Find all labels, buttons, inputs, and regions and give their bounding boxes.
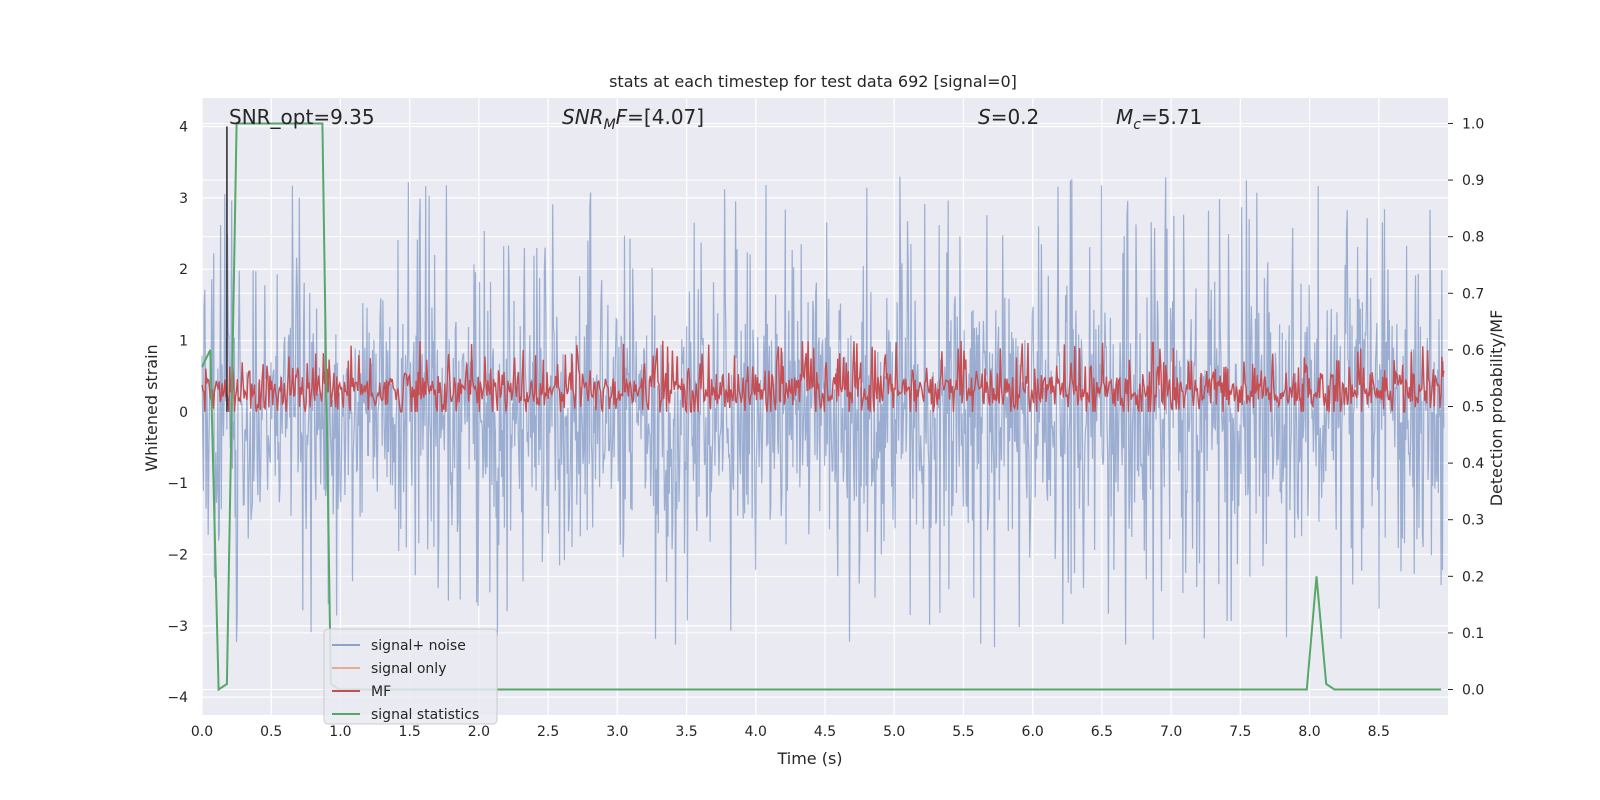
y2-axis-title: Detection probability/MF bbox=[1487, 310, 1506, 507]
x-tick-label: 3.5 bbox=[675, 724, 697, 740]
x-axis-title: Time (s) bbox=[776, 749, 842, 768]
y-tick-label: −3 bbox=[167, 619, 188, 635]
y-tick-label: −4 bbox=[167, 690, 188, 706]
y2-tick-label: 0.8 bbox=[1462, 230, 1484, 246]
series-signal-statistics bbox=[201, 122, 1442, 692]
signal-statistics-line bbox=[201, 122, 1442, 692]
x-tick-label: 2.5 bbox=[537, 724, 559, 740]
x-tick-label: 0.5 bbox=[260, 724, 282, 740]
x-tick-label: 4.5 bbox=[814, 724, 836, 740]
x-tick-label: 8.0 bbox=[1298, 724, 1320, 740]
y-tick-label: −1 bbox=[167, 476, 188, 492]
legend-label: signal only bbox=[371, 661, 446, 677]
legend-box bbox=[323, 628, 498, 725]
legend-label: signal+ noise bbox=[371, 638, 466, 654]
mf-line bbox=[201, 340, 1445, 415]
annotation-s-val: S=0.2 bbox=[978, 105, 1039, 129]
x-tick-label: 1.0 bbox=[329, 724, 351, 740]
y-tick-label: 4 bbox=[179, 120, 188, 136]
legend: signal+ noise signal only MF signal statist… bbox=[323, 628, 498, 725]
y2-tick-label: 0.1 bbox=[1462, 626, 1484, 642]
series-mf bbox=[201, 340, 1445, 415]
x-tick-label: 4.0 bbox=[745, 724, 767, 740]
signal-noise-line bbox=[201, 176, 1445, 648]
y2-tick-label: 0.5 bbox=[1462, 400, 1484, 416]
x-tick-label: 1.5 bbox=[399, 724, 421, 740]
series-signal-noise bbox=[201, 176, 1445, 648]
y-tick-label: 0 bbox=[179, 405, 188, 421]
y2-tick-label: 0.3 bbox=[1462, 513, 1484, 529]
tick-labels: 0.0 0.5 1.0 1.5 2.0 2.5 3.0 3.5 4.0 4.5 5.0 5.5 6.0 6… bbox=[167, 116, 1484, 740]
y-tick-label: 2 bbox=[179, 262, 188, 278]
chart-title: stats at each timestep for test data 692… bbox=[609, 72, 1017, 91]
x-tick-label: 0.0 bbox=[191, 724, 213, 740]
y2-tick-label: 0.0 bbox=[1462, 683, 1484, 699]
legend-label: MF bbox=[371, 684, 391, 700]
y2-tick-label: 0.6 bbox=[1462, 343, 1484, 359]
y2-tick-label: 0.9 bbox=[1462, 173, 1484, 189]
y-tick-label: 3 bbox=[179, 191, 188, 207]
y2-tick-label: 0.2 bbox=[1462, 569, 1484, 585]
annotations: SNR_opt=9.35 SNRMF=[4.07] S=0.2 Mc=5.71 bbox=[229, 105, 1202, 133]
x-tick-label: 7.0 bbox=[1160, 724, 1182, 740]
x-tick-label: 8.5 bbox=[1368, 724, 1390, 740]
x-tick-label: 5.5 bbox=[952, 724, 974, 740]
x-tick-label: 6.0 bbox=[1022, 724, 1044, 740]
annotation-snr-mf: SNRMF=[4.07] bbox=[562, 105, 704, 133]
x-tick-label: 3.0 bbox=[606, 724, 628, 740]
y-tick-label: 1 bbox=[179, 334, 188, 350]
annotation-snr-opt: SNR_opt=9.35 bbox=[229, 105, 375, 129]
y-tick-label: −2 bbox=[167, 548, 188, 564]
x-tick-label: 2.0 bbox=[468, 724, 490, 740]
x-tick-label: 5.0 bbox=[883, 724, 905, 740]
x-tick-label: 6.5 bbox=[1091, 724, 1113, 740]
annotation-mc-val: Mc=5.71 bbox=[1116, 105, 1202, 133]
y2-tick-label: 0.7 bbox=[1462, 286, 1484, 302]
x-tick-label: 7.5 bbox=[1229, 724, 1251, 740]
legend-label: signal statistics bbox=[371, 707, 479, 723]
y-axis-title: Whitened strain bbox=[142, 344, 161, 471]
y2-tick-label: 0.4 bbox=[1462, 456, 1484, 472]
y2-tick-label: 1.0 bbox=[1462, 116, 1484, 132]
